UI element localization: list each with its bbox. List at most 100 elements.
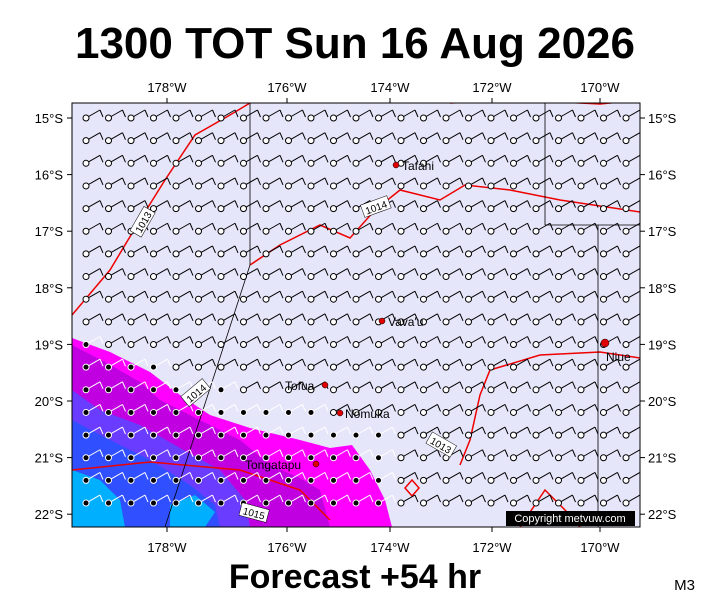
- barb-station: [127, 363, 135, 371]
- barb-feather: [459, 177, 464, 186]
- barb-feather: [369, 494, 374, 503]
- barb-station: [442, 295, 450, 303]
- barb-feather: [144, 291, 149, 299]
- barb-station: [352, 476, 360, 484]
- barb-station: [82, 499, 90, 507]
- barb-station: [465, 476, 472, 484]
- barb-feather: [504, 494, 509, 503]
- barb-station: [172, 499, 180, 507]
- barb-station: [397, 363, 405, 371]
- barb-station: [532, 476, 540, 484]
- barb-feather: [459, 404, 464, 412]
- barb-feather: [234, 291, 239, 299]
- barb-station: [285, 318, 292, 326]
- barb-feather: [324, 109, 329, 118]
- barb-feather: [279, 291, 284, 299]
- barb-station: [465, 386, 472, 394]
- barb-feather: [414, 404, 419, 412]
- barb-station: [375, 431, 382, 439]
- barb-station: [510, 114, 517, 122]
- barb-station: [375, 295, 382, 303]
- barb-feather: [527, 109, 531, 118]
- barb-station: [352, 386, 360, 394]
- barb-feather: [347, 291, 351, 299]
- barb-station: [82, 273, 90, 281]
- barb-station: [240, 250, 247, 258]
- barb-feather: [369, 472, 374, 480]
- barb-feather: [99, 426, 104, 435]
- barb-station: [285, 227, 292, 235]
- barb-station: [510, 341, 517, 348]
- barb-feather: [257, 245, 261, 254]
- barb-feather: [257, 426, 261, 435]
- barb-feather: [189, 291, 194, 299]
- barb-feather: [212, 313, 216, 322]
- barb-station: [465, 159, 472, 167]
- barb-station: [397, 114, 405, 122]
- barb-feather: [572, 358, 576, 367]
- barb-station: [510, 408, 517, 416]
- barb-feather: [617, 245, 621, 254]
- barb-station: [510, 454, 517, 462]
- barb-station: [600, 431, 607, 439]
- barb-feather: [212, 223, 216, 231]
- barb-feather: [279, 132, 284, 140]
- barb-feather: [189, 268, 194, 276]
- barb-feather: [527, 200, 531, 208]
- barb-station: [375, 386, 382, 394]
- barb-station: [442, 476, 450, 484]
- barb-station: [150, 227, 157, 235]
- barb-station: [195, 408, 202, 416]
- lat-label: 20°S: [35, 394, 64, 409]
- barb-feather: [234, 223, 239, 231]
- barb-feather: [234, 358, 239, 367]
- barb-station: [262, 386, 270, 394]
- barb-station: [375, 454, 382, 462]
- barb-feather: [459, 155, 464, 163]
- barb-station: [217, 318, 225, 326]
- barb-station: [622, 363, 630, 371]
- barb-feather: [257, 381, 261, 389]
- barb-feather: [302, 313, 306, 322]
- barb-station: [195, 318, 202, 326]
- barb-station: [577, 114, 585, 122]
- barb-feather: [392, 223, 396, 231]
- barb-station: [600, 159, 607, 167]
- barb-feather: [414, 109, 419, 118]
- barb-station: [150, 341, 157, 348]
- barb-feather: [324, 494, 329, 503]
- barb-feather: [122, 155, 126, 163]
- barb-station: [465, 454, 472, 462]
- barb-feather: [302, 426, 306, 435]
- barb-feather: [369, 109, 374, 118]
- barb-feather: [437, 109, 441, 118]
- barb-station: [262, 318, 270, 326]
- barb-station: [330, 454, 337, 462]
- barb-feather: [122, 336, 126, 344]
- barb-feather: [279, 358, 284, 367]
- barb-station: [510, 182, 517, 190]
- barb-station: [150, 159, 157, 167]
- barb-station: [105, 295, 112, 303]
- barb-feather: [302, 268, 306, 276]
- barb-feather: [527, 494, 531, 503]
- barb-station: [105, 205, 112, 213]
- barb-station: [352, 114, 360, 122]
- barb-station: [600, 250, 607, 258]
- barb-station: [217, 114, 225, 122]
- barb-station: [577, 182, 585, 190]
- barb-feather: [279, 155, 284, 163]
- barb-station: [510, 205, 517, 213]
- barb-station: [442, 273, 450, 281]
- barb-feather: [504, 336, 509, 344]
- barb-feather: [572, 291, 576, 299]
- barb-feather: [572, 268, 576, 276]
- barb-station: [622, 205, 630, 213]
- barb-feather: [594, 381, 599, 389]
- barb-station: [577, 499, 585, 507]
- barb-feather: [617, 336, 621, 344]
- barb-feather: [437, 472, 441, 480]
- barb-station: [82, 341, 90, 348]
- barb-feather: [302, 336, 306, 344]
- barb-feather: [572, 155, 576, 163]
